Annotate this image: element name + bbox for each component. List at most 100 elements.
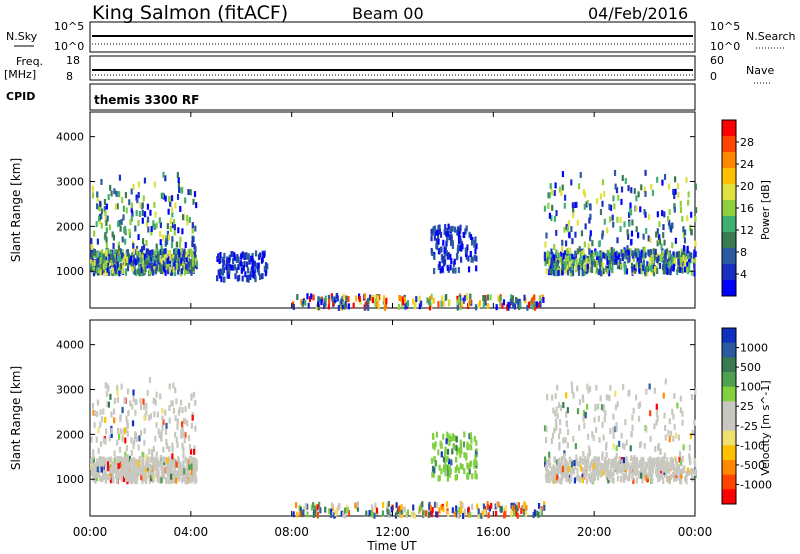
heatmap-cell: [662, 232, 665, 239]
heatmap-cell: [181, 477, 184, 484]
heatmap-cell: [677, 258, 680, 265]
heatmap-cell: [399, 295, 403, 302]
heatmap-cell: [581, 467, 585, 474]
heatmap-cell: [147, 255, 150, 262]
heatmap-cell: [108, 224, 112, 231]
heatmap-cell: [513, 502, 516, 509]
heatmap-cell: [131, 265, 134, 272]
heatmap-cell: [510, 511, 513, 518]
heatmap-cell: [440, 451, 443, 458]
heatmap-cell: [693, 270, 696, 277]
heatmap-cell: [486, 294, 490, 301]
heatmap-cell: [649, 236, 652, 243]
heatmap-cell: [94, 462, 97, 469]
heatmap-cell: [549, 183, 552, 190]
heatmap-cell: [469, 461, 472, 468]
heatmap-cell: [677, 467, 680, 474]
heatmap-cell: [161, 415, 164, 422]
heatmap-cell: [92, 469, 96, 476]
heatmap-cell: [622, 473, 625, 480]
heatmap-cell: [119, 415, 122, 422]
heatmap-cell: [606, 268, 609, 275]
colorbar-label: 8: [740, 246, 747, 259]
heatmap-cell: [112, 242, 115, 249]
heatmap-cell: [104, 438, 107, 445]
heatmap-cell: [172, 382, 175, 389]
heatmap-cell: [583, 472, 586, 479]
heatmap-cell: [236, 275, 240, 282]
heatmap-cell: [140, 461, 143, 468]
heatmap-cell: [586, 403, 589, 410]
heatmap-cell: [546, 477, 549, 484]
heatmap-cell: [433, 444, 436, 451]
heatmap-cell: [597, 415, 600, 422]
heatmap-cell: [338, 502, 341, 509]
heatmap-cell: [149, 254, 152, 261]
heatmap-cell: [624, 462, 627, 469]
heatmap-cell: [627, 185, 630, 192]
heatmap-cell: [160, 477, 163, 484]
heatmap-cell: [465, 454, 468, 461]
heatmap-cell: [570, 226, 573, 233]
heatmap-cell: [694, 388, 697, 395]
heatmap-cell: [125, 207, 128, 214]
heatmap-cell: [631, 250, 634, 257]
heatmap-cell: [450, 235, 453, 242]
heatmap-cell: [693, 470, 696, 477]
heatmap-cell: [98, 256, 101, 263]
heatmap-cell: [568, 264, 571, 271]
heatmap-cell: [599, 470, 602, 477]
heatmap-cell: [135, 466, 138, 473]
heatmap-cell: [182, 468, 186, 475]
heatmap-cell: [566, 256, 570, 263]
heatmap-cell: [111, 259, 114, 266]
heatmap-cell: [624, 457, 628, 464]
heatmap-cell: [611, 476, 614, 483]
heatmap-cell: [621, 442, 625, 449]
freq-tick-bottom: 8: [66, 70, 73, 83]
heatmap-cell: [240, 261, 244, 268]
heatmap-cell: [139, 404, 143, 411]
heatmap-cell: [128, 258, 131, 265]
heatmap-cell: [620, 432, 623, 439]
heatmap-cell: [180, 432, 183, 439]
heatmap-cell: [121, 197, 124, 204]
nsky-tick-bottom: 10^0: [54, 40, 84, 53]
heatmap-cell: [657, 255, 660, 262]
heatmap-cell: [663, 253, 666, 260]
heatmap-cell: [449, 253, 452, 260]
heatmap-cell: [598, 240, 601, 247]
heatmap-cell: [673, 203, 676, 210]
heatmap-cell: [178, 186, 181, 193]
heatmap-cell: [312, 294, 315, 301]
heatmap-cell: [113, 253, 116, 260]
heatmap-cell: [632, 477, 635, 484]
heatmap-cell: [555, 256, 558, 263]
heatmap-cell: [107, 248, 110, 255]
heatmap-cell: [144, 475, 147, 482]
heatmap-cell: [586, 383, 589, 390]
heatmap-cell: [612, 221, 615, 228]
heatmap-cell: [564, 469, 567, 476]
heatmap-cell: [621, 175, 624, 182]
heatmap-cell: [137, 467, 140, 474]
heatmap-cell: [645, 388, 648, 395]
heatmap-cell: [581, 458, 584, 465]
heatmap-cell: [503, 511, 507, 518]
heatmap-cell: [148, 414, 151, 421]
heatmap-cell: [432, 471, 435, 478]
heatmap-cell: [429, 505, 433, 512]
heatmap-cell: [617, 460, 620, 467]
heatmap-cell: [594, 248, 597, 255]
heatmap-cell: [552, 472, 556, 479]
heatmap-cell: [585, 267, 589, 274]
heatmap-cell: [152, 445, 155, 452]
heatmap-cell: [183, 248, 186, 255]
heatmap-cell: [437, 238, 440, 245]
heatmap-cell: [182, 459, 185, 466]
heatmap-cell: [159, 249, 162, 256]
heatmap-cell: [165, 442, 169, 449]
heatmap-cell: [603, 218, 606, 225]
heatmap-cell: [666, 475, 669, 482]
heatmap-cell: [317, 301, 320, 308]
